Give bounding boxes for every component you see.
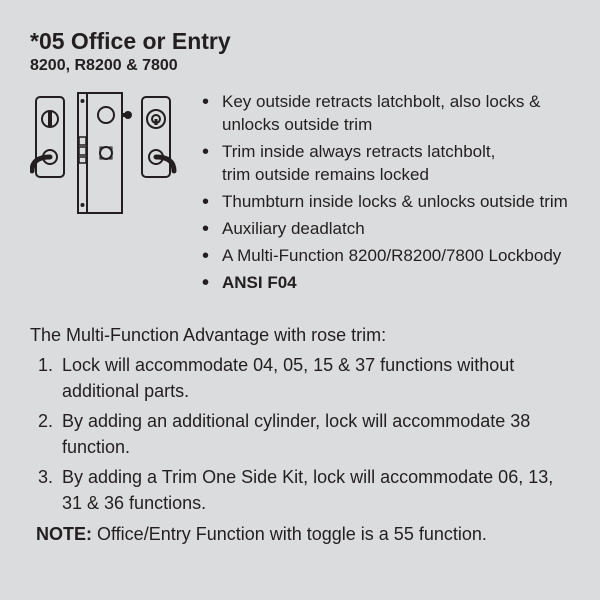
note-label: NOTE:	[36, 524, 92, 544]
page-title: *05 Office or Entry	[30, 28, 570, 55]
note-line: NOTE: Office/Entry Function with toggle …	[36, 524, 570, 545]
bullet-item: Trim inside always retracts latchbolt, t…	[202, 141, 570, 187]
advantage-item: 2.By adding an additional cylinder, lock…	[38, 408, 570, 460]
advantage-item: 3.By adding a Trim One Side Kit, lock wi…	[38, 464, 570, 516]
advantage-list: 1.Lock will accommodate 04, 05, 15 & 37 …	[38, 352, 570, 517]
bullet-item: Auxiliary deadlatch	[202, 218, 570, 241]
top-section: Key outside retracts latchbolt, also loc…	[30, 89, 570, 299]
lock-diagram-icon	[30, 89, 180, 239]
advantage-heading: The Multi-Function Advantage with rose t…	[30, 325, 570, 346]
bullet-item: A Multi-Function 8200/R8200/7800 Lockbod…	[202, 245, 570, 268]
bullet-item: Key outside retracts latchbolt, also loc…	[202, 91, 570, 137]
feature-bullets: Key outside retracts latchbolt, also loc…	[202, 89, 570, 299]
advantage-text: By adding a Trim One Side Kit, lock will…	[62, 467, 553, 513]
advantage-text: By adding an additional cylinder, lock w…	[62, 411, 530, 457]
bullet-item: Thumbturn inside locks & unlocks outside…	[202, 191, 570, 214]
advantage-text: Lock will accommodate 04, 05, 15 & 37 fu…	[62, 355, 514, 401]
page-subtitle: 8200, R8200 & 7800	[30, 57, 570, 75]
bullet-item-ansi: ANSI F04	[202, 272, 570, 295]
advantage-item: 1.Lock will accommodate 04, 05, 15 & 37 …	[38, 352, 570, 404]
note-text: Office/Entry Function with toggle is a 5…	[92, 524, 487, 544]
